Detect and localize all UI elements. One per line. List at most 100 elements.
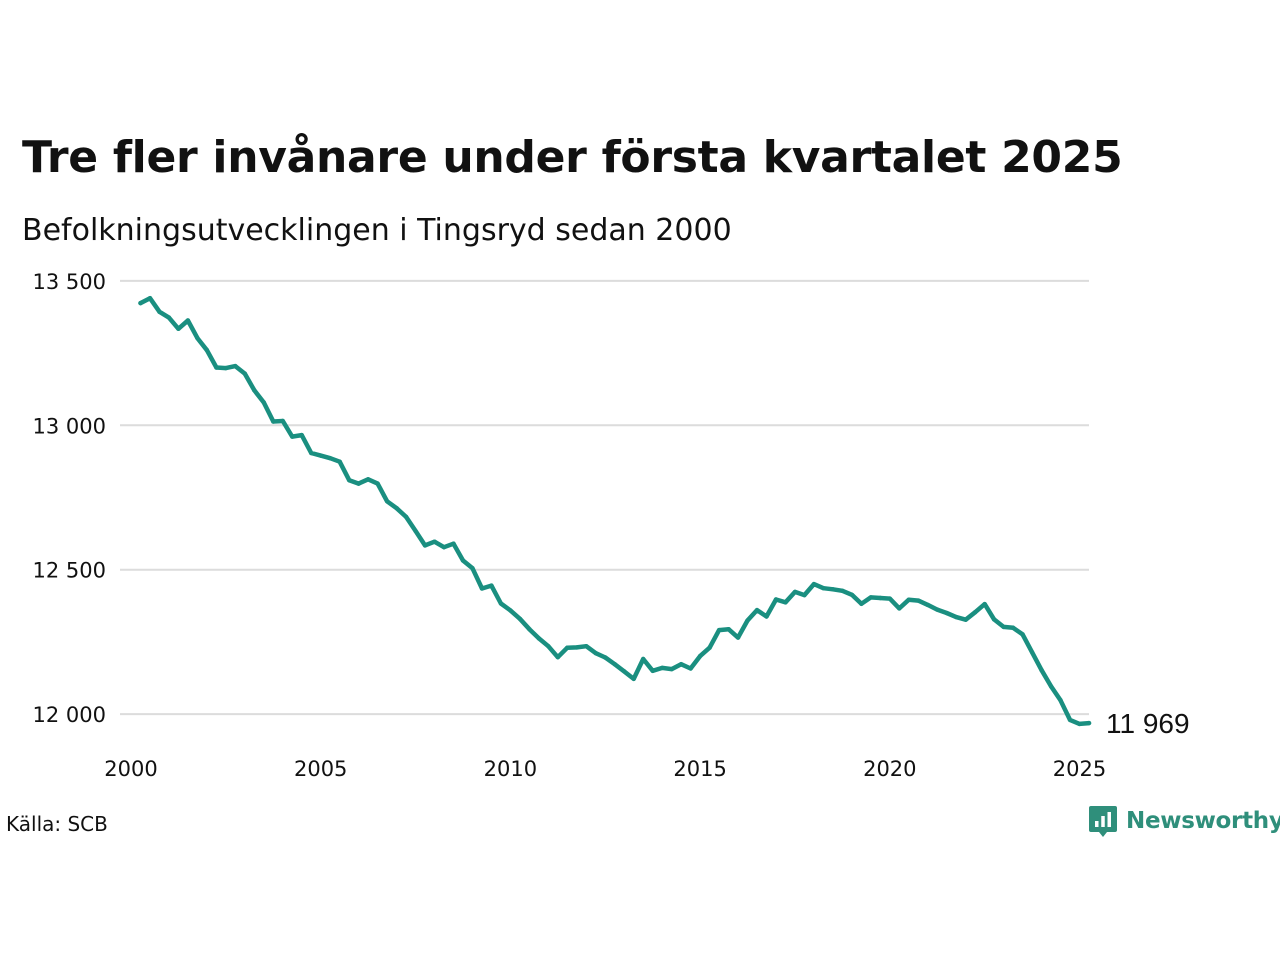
data-point	[1010, 625, 1016, 630]
data-point	[697, 653, 703, 659]
data-point	[640, 656, 646, 662]
y-axis-ticks: 12 000 12 500 13 000 13 500	[33, 270, 106, 727]
data-point	[584, 644, 589, 649]
data-point	[916, 598, 921, 603]
x-axis-ticks: 2000 2005 2010 2015 2020 2025	[104, 757, 1106, 781]
data-point	[887, 596, 893, 601]
data-point	[441, 544, 447, 550]
data-point	[470, 566, 475, 571]
data-point	[403, 514, 409, 520]
source-note: Källa: SCB	[6, 812, 108, 836]
data-point	[783, 600, 788, 605]
end-label-layer: 11 969	[1106, 708, 1190, 739]
data-point	[935, 607, 940, 612]
data-point	[963, 617, 968, 622]
data-point	[821, 585, 826, 591]
data-point	[830, 587, 836, 592]
data-point	[811, 581, 817, 587]
data-point	[802, 592, 807, 598]
data-point	[337, 459, 342, 464]
y-tick-label: 12 500	[33, 559, 106, 583]
y-tick-label: 13 500	[33, 270, 106, 294]
data-point	[489, 583, 494, 588]
data-point	[309, 450, 314, 456]
data-point	[346, 477, 352, 483]
data-point	[422, 543, 428, 548]
data-point	[280, 418, 285, 424]
x-tick-label: 2025	[1053, 757, 1106, 781]
data-point	[204, 348, 210, 353]
data-point	[972, 609, 978, 615]
data-point	[868, 595, 874, 600]
data-point	[356, 481, 361, 486]
data-point	[157, 309, 162, 314]
data-point	[299, 432, 304, 438]
brand-name: Newsworthy	[1126, 808, 1280, 834]
data-point	[603, 655, 608, 660]
data-point	[982, 601, 987, 607]
data-point	[195, 335, 200, 341]
data-point	[773, 597, 779, 602]
data-point	[1077, 721, 1082, 727]
data-point	[1067, 717, 1073, 723]
data-point	[859, 601, 864, 606]
data-point	[925, 602, 930, 608]
data-point	[394, 505, 399, 511]
data-point	[432, 539, 437, 544]
data-point	[498, 601, 504, 606]
data-point	[631, 676, 636, 682]
data-point	[252, 388, 257, 393]
y-tick-label: 13 000	[33, 414, 106, 438]
data-point	[574, 645, 580, 650]
newsworthy-logo[interactable]: Newsworthy	[1088, 804, 1280, 838]
data-point	[327, 456, 333, 461]
gridlines	[120, 279, 1089, 716]
data-point	[735, 635, 741, 640]
data-point	[233, 363, 238, 369]
data-point	[1086, 720, 1092, 726]
data-point	[622, 669, 627, 674]
data-point	[840, 588, 845, 593]
data-point	[527, 627, 532, 632]
x-tick-label: 2000	[104, 757, 157, 781]
series-line	[138, 295, 1092, 727]
data-point	[659, 665, 665, 671]
data-point	[536, 636, 542, 641]
data-point	[271, 419, 276, 424]
data-point	[650, 668, 655, 673]
data-point	[726, 627, 731, 632]
data-point	[1039, 668, 1044, 673]
data-point	[565, 645, 570, 650]
data-point	[745, 618, 750, 623]
data-point	[944, 610, 949, 616]
data-point	[261, 400, 266, 405]
data-point	[517, 616, 523, 622]
data-point	[546, 644, 551, 649]
newsworthy-logo-icon	[1089, 806, 1117, 837]
data-point	[1029, 650, 1035, 655]
series-layer	[138, 295, 1092, 727]
data-point	[460, 558, 466, 563]
data-point	[375, 481, 380, 486]
data-point	[451, 541, 456, 546]
data-point	[906, 597, 911, 602]
data-point	[991, 617, 997, 622]
data-point	[716, 627, 722, 633]
chart-subtitle: Befolkningsutvecklingen i Tingsryd sedan…	[22, 213, 732, 248]
data-point	[318, 453, 323, 458]
data-point	[707, 645, 712, 650]
data-point	[678, 661, 684, 667]
data-point	[612, 661, 617, 667]
data-point	[954, 614, 959, 620]
data-point	[147, 296, 153, 301]
chart-title: Tre fler invånare under första kvartalet…	[22, 132, 1123, 183]
data-point	[754, 607, 760, 613]
x-tick-label: 2015	[673, 757, 726, 781]
data-point	[479, 586, 485, 591]
data-point	[138, 300, 143, 306]
x-tick-label: 2010	[484, 757, 537, 781]
data-point	[849, 592, 855, 598]
data-point	[508, 608, 513, 613]
data-point	[1048, 684, 1054, 689]
